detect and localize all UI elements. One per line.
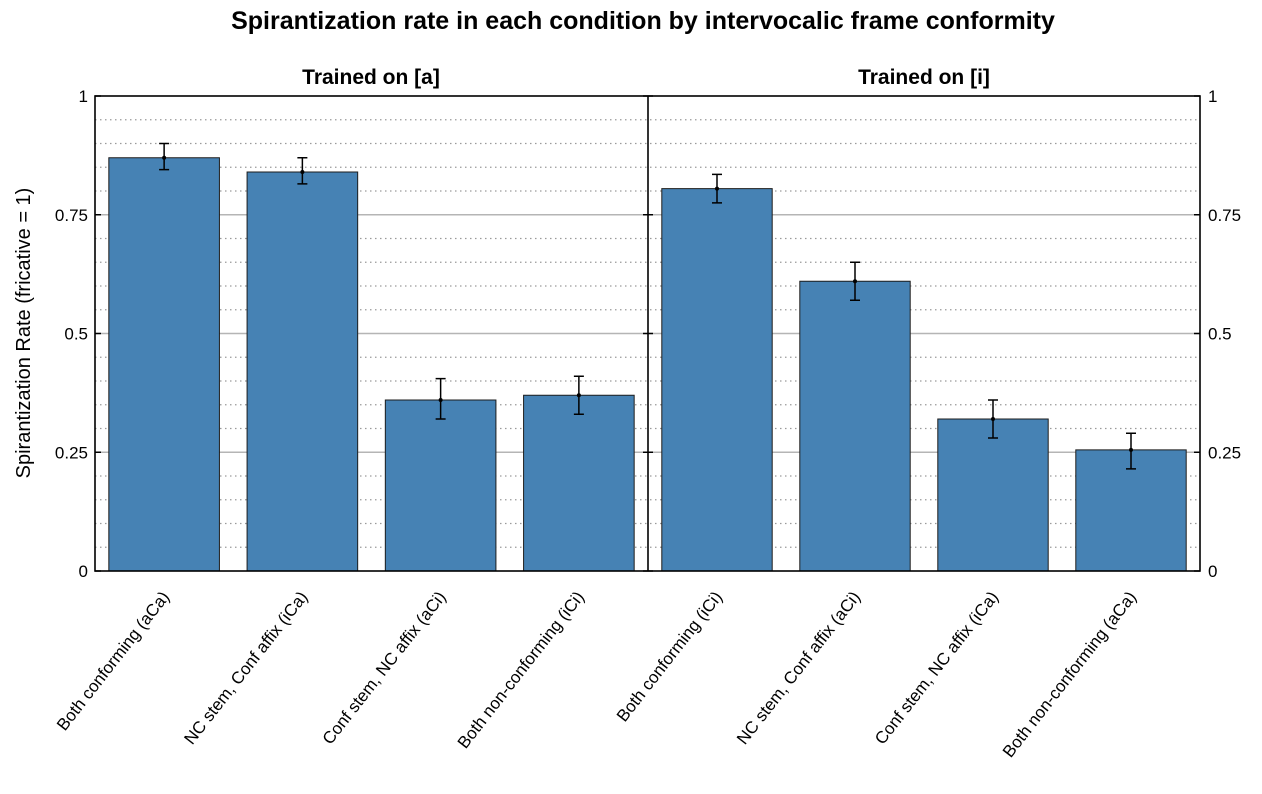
- y-axis-label: Spirantization Rate (fricative = 1): [13, 188, 35, 479]
- category-label: Conf stem, NC affix (iCa): [871, 588, 1002, 748]
- axes-frame: [94, 95, 1201, 572]
- bar: [523, 394, 635, 572]
- bar: [1075, 449, 1187, 572]
- y-tick-labels: 0 0 0.25 0.25 0.5 0.5 0.75 0.75 1 1: [55, 87, 1241, 581]
- category-labels: Both conforming (aCa) NC stem, Conf affix…: [53, 588, 1140, 761]
- y-tick-label-left: 0: [79, 562, 88, 581]
- y-tick-label-right: 0: [1208, 562, 1217, 581]
- category-label: Both non-conforming (iCi): [454, 588, 588, 752]
- category-label: Both conforming (iCi): [613, 588, 726, 726]
- bar: [799, 280, 911, 572]
- y-tick-label-left: 0.25: [55, 443, 88, 462]
- panel-title-right: Trained on [i]: [858, 66, 990, 89]
- mean-point: [162, 155, 167, 160]
- category-label: Both non-conforming (aCa): [999, 588, 1140, 761]
- category-label: NC stem, Conf affix (iCa): [180, 588, 311, 748]
- bar: [937, 418, 1049, 572]
- mean-point: [715, 186, 719, 191]
- bar: [246, 171, 359, 572]
- bar: [661, 188, 773, 572]
- bar: [108, 157, 220, 572]
- y-tick-label-right: 0.25: [1208, 443, 1241, 462]
- mean-point: [438, 398, 443, 402]
- y-tick-label-left: 0.5: [64, 325, 88, 344]
- category-label: NC stem, Conf affix (aCi): [733, 588, 864, 748]
- mean-point: [853, 279, 857, 284]
- bars-layer: [108, 157, 1187, 572]
- bar: [384, 399, 497, 572]
- y-tick-label-right: 0.75: [1208, 206, 1241, 225]
- mean-point: [300, 170, 305, 174]
- mean-point: [1129, 447, 1133, 452]
- category-label: Both conforming (aCa): [53, 588, 173, 734]
- error-bars-layer: [159, 142, 1136, 470]
- mean-point: [991, 417, 995, 421]
- category-label: Conf stem, NC affix (aCi): [319, 588, 450, 748]
- mean-point: [576, 393, 581, 398]
- chart-title: Spirantization rate in each condition by…: [231, 7, 1055, 35]
- y-tick-label-left: 1: [79, 87, 88, 106]
- panel-title-left: Trained on [a]: [302, 66, 440, 89]
- y-tick-label-left: 0.75: [55, 206, 88, 225]
- y-tick-label-right: 0.5: [1208, 325, 1232, 344]
- y-tick-label-right: 1: [1208, 87, 1217, 106]
